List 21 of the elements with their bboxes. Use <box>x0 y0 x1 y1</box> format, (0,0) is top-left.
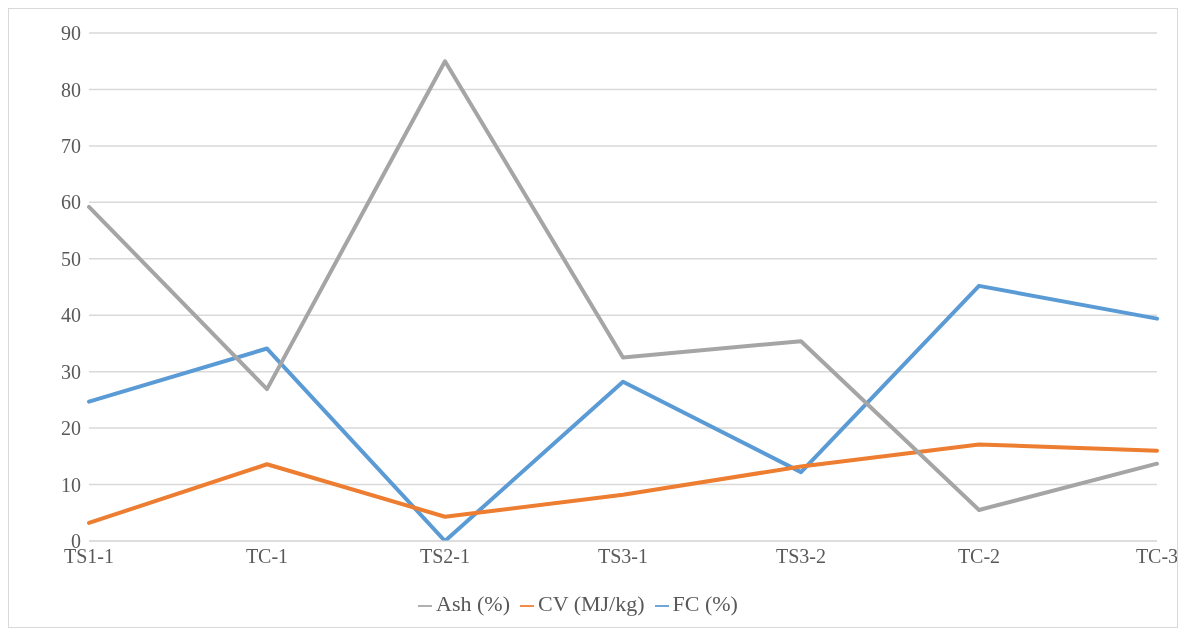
x-tick-label: TC-2 <box>957 545 1001 568</box>
x-tick-label: TC-3 <box>1135 545 1179 568</box>
y-tick-label: 70 <box>61 134 81 157</box>
y-tick-label: 30 <box>61 360 81 383</box>
y-tick-label: 10 <box>61 473 81 496</box>
x-tick-label: TS3-1 <box>598 545 648 568</box>
y-tick-label: 60 <box>61 191 81 214</box>
y-tick-label: 80 <box>61 78 81 101</box>
x-tick-label: TS3-2 <box>776 545 826 568</box>
legend-label: CV (MJ/kg) <box>537 591 645 616</box>
line-series <box>87 442 1159 525</box>
x-tick-label: TS2-1 <box>420 545 470 568</box>
legend-label: Ash (%) <box>436 591 510 616</box>
y-tick-label: 50 <box>61 247 81 270</box>
y-tick-label: 20 <box>61 417 81 440</box>
x-tick-label: TC-1 <box>245 545 289 568</box>
legend-label: FC (%) <box>672 591 738 616</box>
line-series <box>87 283 1159 541</box>
line-series <box>87 59 1159 512</box>
y-tick-label: 90 <box>61 22 81 45</box>
y-tick-label: 40 <box>61 304 81 327</box>
